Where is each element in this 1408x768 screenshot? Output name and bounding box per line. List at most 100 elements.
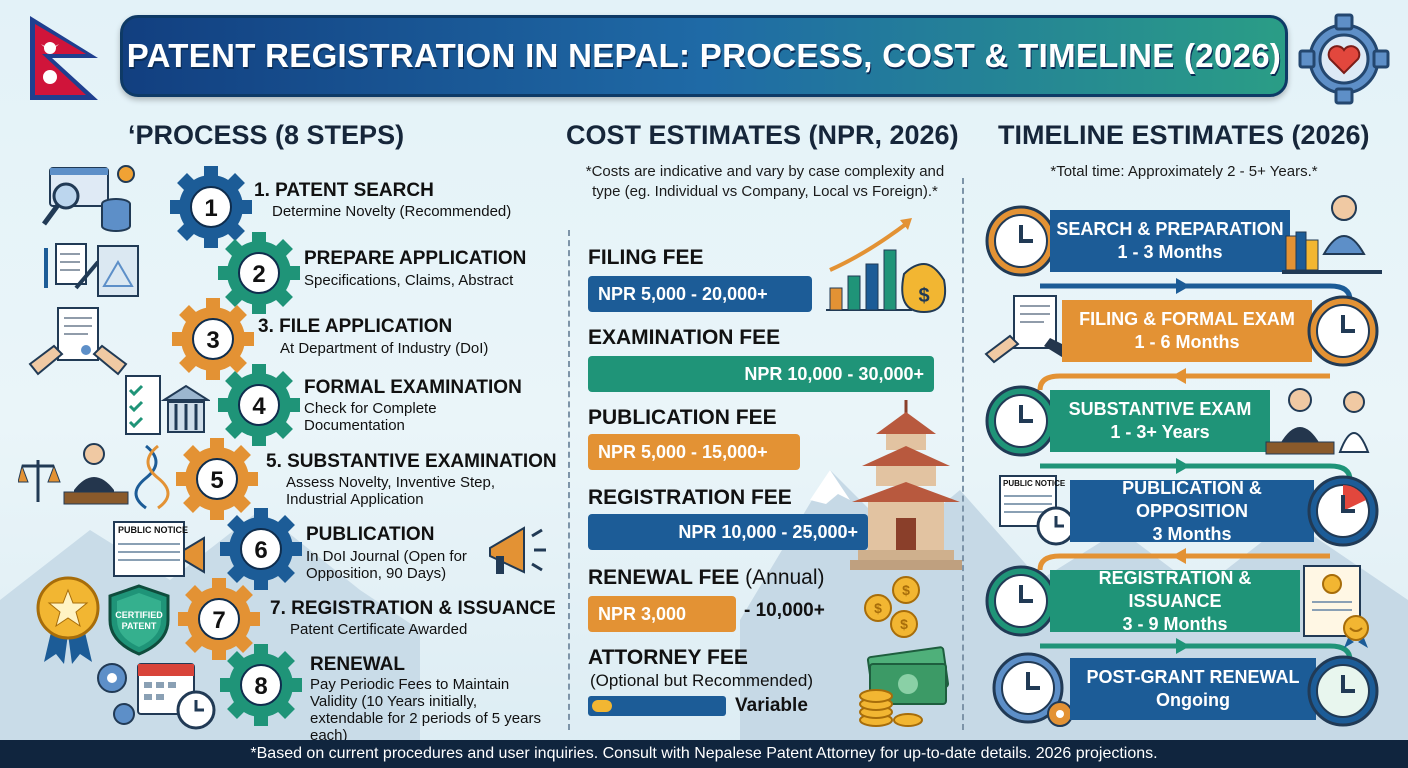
certified-badge-icon: CERTIFIED PATENT	[106, 584, 172, 656]
stage-title: FILING & FORMAL EXAM	[1079, 309, 1295, 329]
stage-title: REGISTRATION & ISSUANCE	[1098, 567, 1252, 611]
signing-document-icon	[984, 295, 1078, 364]
checklist-building-icon	[125, 375, 210, 435]
step-title: 5. SUBSTANTIVE EXAMINATION	[266, 451, 557, 472]
svg-text:$: $	[900, 616, 908, 632]
gear-number-icon: 7	[178, 578, 260, 660]
fee-value: NPR 5,000 - 20,000+	[588, 276, 812, 312]
footer-disclaimer: *Based on current procedures and user in…	[0, 740, 1408, 768]
notice-badge-text: PUBLIC NOTICE	[118, 525, 189, 535]
stage-title: SUBSTANTIVE EXAM	[1068, 399, 1252, 419]
search-database-icon	[41, 165, 135, 232]
nepal-flag-icon	[30, 16, 98, 100]
megaphone-icon	[489, 526, 546, 574]
gear-number-icon: 5	[176, 438, 258, 520]
timeline-stage: POST-GRANT RENEWAL Ongoing	[1070, 658, 1316, 720]
gear-number-icon: 4	[218, 364, 300, 446]
stage-duration: 1 - 6 Months	[1134, 332, 1240, 352]
step-number: 4	[252, 393, 266, 420]
clock-icon	[985, 385, 1057, 457]
step-title: 7. REGISTRATION & ISSUANCE	[270, 598, 556, 619]
step-number: 7	[212, 607, 225, 634]
step-subtitle: Specifications, Claims, Abstract	[304, 272, 514, 289]
step-subtitle: Patent Certificate Awarded	[290, 621, 468, 638]
certificate-icon	[1303, 565, 1369, 648]
step-number: 1	[204, 195, 217, 222]
cash-coins-icon	[859, 646, 950, 727]
step-title: 3. FILE APPLICATION	[258, 316, 453, 337]
fee-value: NPR 10,000 - 30,000+	[588, 356, 934, 392]
variable-bar	[588, 696, 726, 716]
step-title: PUBLICATION	[306, 524, 435, 545]
stage-duration: 1 - 3 Months	[1117, 242, 1223, 262]
gear-number-icon: 1	[170, 166, 252, 248]
clock-icon	[1307, 475, 1379, 547]
pagoda-icon	[850, 400, 962, 570]
stage-title: SEARCH & PREPARATION	[1056, 219, 1284, 239]
gear-number-icon: 2	[218, 232, 300, 314]
column-divider	[962, 178, 964, 730]
handover-document-icon	[28, 307, 128, 376]
calendar-clock-icon	[97, 663, 216, 730]
step-subtitle: Check for Complete Documentation	[304, 400, 437, 434]
step-number: 2	[252, 261, 265, 288]
svg-text:$: $	[874, 600, 882, 616]
column-divider	[568, 230, 570, 730]
gear-clock-icon	[992, 652, 1073, 727]
fee-value-suffix: - 10,000+	[744, 600, 825, 621]
stage-duration: 3 Months	[1152, 523, 1232, 544]
step-number: 8	[254, 673, 267, 700]
stage-title: PUBLICATION & OPPOSITION	[1122, 477, 1262, 521]
fee-value: NPR 10,000 - 25,000+	[588, 514, 868, 550]
timeline-stage: SUBSTANTIVE EXAM 1 - 3+ Years	[1050, 390, 1270, 452]
timeline-stage: SEARCH & PREPARATION 1 - 3 Months	[1050, 210, 1290, 272]
svg-text:$: $	[918, 285, 929, 307]
document-blueprint-icon	[44, 243, 139, 297]
clock-icon	[1307, 655, 1379, 727]
fee-label-sub: (Annual)	[745, 566, 825, 589]
fee-value: NPR 3,000	[588, 596, 736, 632]
step-subtitle: Assess Novelty, Inventive Step, Industri…	[286, 474, 495, 508]
step-subtitle: Pay Periodic Fees to Maintain Validity (…	[310, 676, 541, 744]
timeline-stage: FILING & FORMAL EXAM 1 - 6 Months	[1062, 300, 1312, 362]
step-title: FORMAL EXAMINATION	[304, 377, 522, 398]
office-worker-icon	[1282, 195, 1382, 274]
title-banner: PATENT REGISTRATION IN NEPAL: PROCESS, C…	[120, 15, 1288, 97]
fee-label: RENEWAL FEE	[588, 566, 740, 589]
stage-duration: Ongoing	[1156, 690, 1230, 710]
fee-label: ATTORNEY FEE	[588, 646, 748, 669]
gear-number-icon: 6	[220, 508, 302, 590]
step-subtitle: In DoI Journal (Open for Opposition, 90 …	[306, 548, 467, 582]
step-number: 5	[210, 467, 223, 494]
stage-title: POST-GRANT RENEWAL	[1086, 667, 1300, 687]
medal-icon	[36, 576, 100, 664]
timeline-stage: REGISTRATION & ISSUANCE 3 - 9 Months	[1050, 567, 1300, 634]
fee-label: EXAMINATION FEE	[588, 326, 781, 349]
fee-label: FILING FEE	[588, 246, 704, 269]
gear-heart-icon	[1298, 13, 1390, 105]
fee-label: PUBLICATION FEE	[588, 406, 777, 429]
cost-heading: COST ESTIMATES (NPR, 2026)	[566, 120, 959, 150]
clock-icon	[985, 205, 1057, 277]
svg-text:$: $	[902, 582, 910, 598]
examiner-dna-icon	[18, 443, 170, 510]
step-title: PREPARE APPLICATION	[304, 248, 527, 269]
clock-icon	[1307, 295, 1379, 367]
public-notice-stopwatch-icon: PUBLIC NOTICE	[998, 474, 1078, 548]
process-heading: ‘PROCESS (8 STEPS)	[128, 120, 405, 150]
stage-duration: 3 - 9 Months	[1122, 613, 1228, 634]
judge-scientist-icon	[1265, 388, 1370, 455]
certified-badge-text: CERTIFIED PATENT	[115, 610, 163, 631]
coins-icon: $ $ $	[864, 576, 920, 638]
public-notice-icon: PUBLIC NOTICE	[110, 520, 210, 580]
notice-badge-text: PUBLIC NOTICE	[1003, 479, 1066, 488]
fee-label-sub: (Optional but Recommended)	[590, 671, 814, 690]
gear-number-icon: 8	[220, 644, 302, 726]
stage-duration: 1 - 3+ Years	[1110, 422, 1210, 442]
step-number: 3	[206, 327, 219, 354]
fee-label: REGISTRATION FEE	[588, 486, 792, 509]
step-subtitle: Determine Novelty (Recommended)	[272, 203, 512, 220]
cost-note: *Costs are indicative and vary by case c…	[585, 163, 945, 200]
step-title: 1. PATENT SEARCH	[254, 180, 434, 201]
timeline-note: *Total time: Approximately 2 - 5+ Years.…	[1050, 163, 1318, 180]
